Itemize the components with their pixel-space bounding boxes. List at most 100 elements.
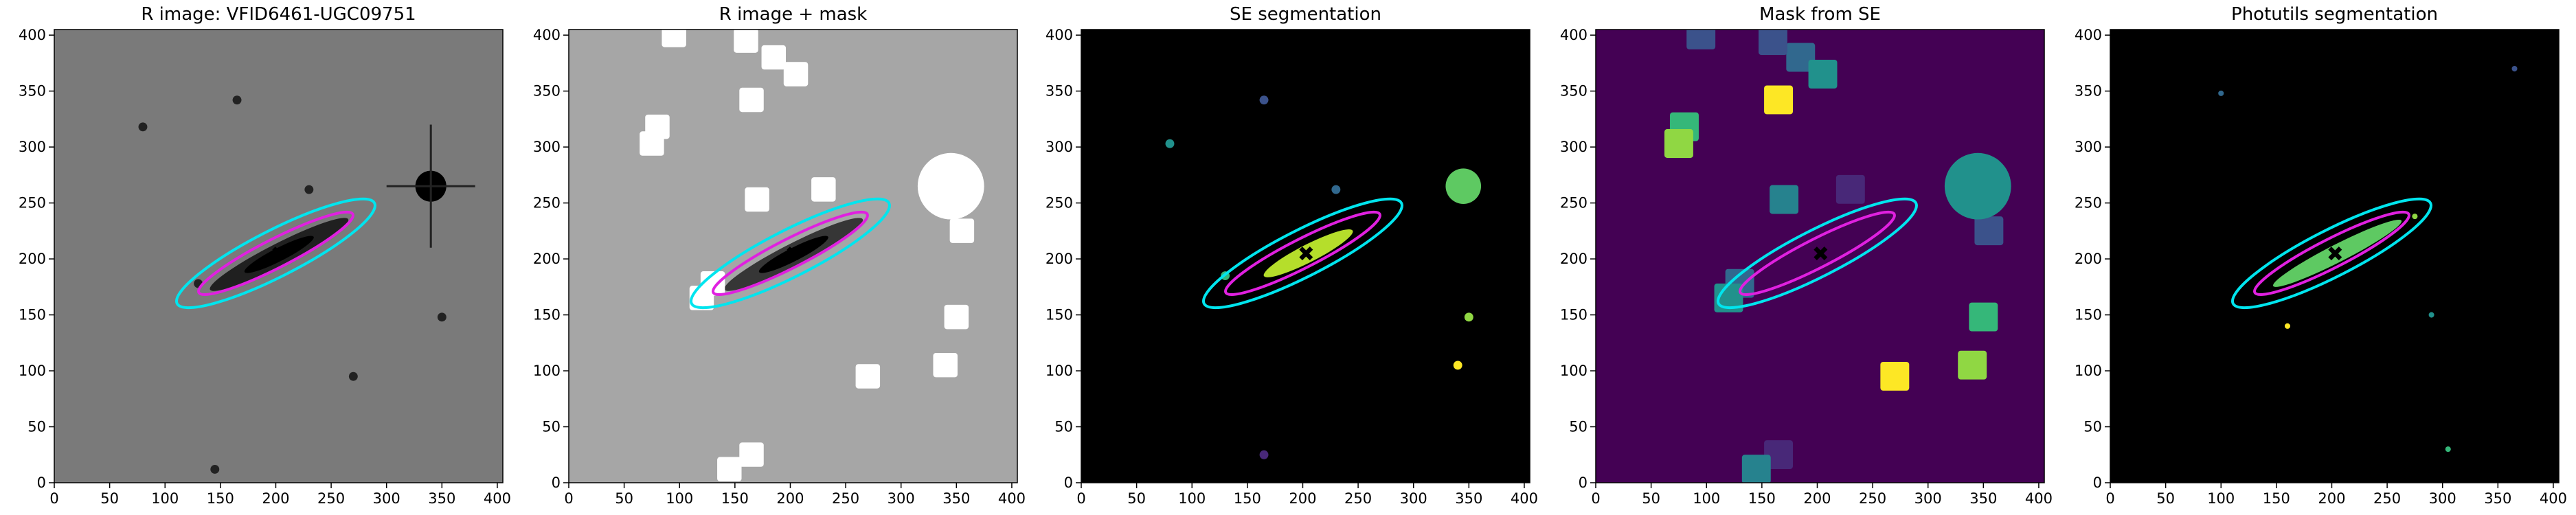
segment <box>2218 90 2224 96</box>
x-tick-label: 100 <box>1693 490 1720 507</box>
segment <box>2428 312 2434 318</box>
y-tick-label: 50 <box>2083 419 2102 435</box>
y-tick-label: 250 <box>19 195 46 211</box>
segment <box>2445 446 2451 453</box>
image-area: ✖ <box>569 30 1017 483</box>
mask <box>1974 216 2004 246</box>
x-tick-label: 350 <box>1969 490 1997 507</box>
y-tick-label: 350 <box>19 83 46 100</box>
source <box>304 185 314 194</box>
source <box>138 122 148 132</box>
mask <box>1786 43 1816 72</box>
source <box>348 371 358 381</box>
y-tick-label: 100 <box>533 363 561 379</box>
x-tick-label: 50 <box>2156 490 2175 507</box>
panel: ✖ R image + mask 0 50 100 150 200 250 300 350 400 0… <box>533 4 1026 507</box>
axes-frame <box>54 29 504 483</box>
x-tick-label: 150 <box>1234 490 1261 507</box>
x-tick-label: 200 <box>262 490 289 507</box>
center-marker: ✖ <box>785 242 802 266</box>
x-tick-label: 350 <box>2484 490 2511 507</box>
x-tick-label: 100 <box>1178 490 1206 507</box>
mask <box>717 457 742 481</box>
ellipse-mid <box>197 210 354 296</box>
panel: ✖ Photutils segmentation 0 50 100 150 200 250 30… <box>2075 4 2567 507</box>
x-tick-label: 400 <box>998 490 1026 507</box>
y-tick-label: 400 <box>533 27 561 43</box>
axes-frame <box>1595 29 2045 483</box>
x-tick-label: 0 <box>2105 490 2114 507</box>
mask <box>917 152 984 220</box>
image-area: ✖ <box>2110 30 2559 483</box>
ellipse-outer <box>689 197 891 310</box>
x-tick-label: 150 <box>207 490 234 507</box>
x-tick-label: 0 <box>564 490 573 507</box>
mask <box>662 30 686 47</box>
mask <box>1808 60 1838 89</box>
y-tick-label: 200 <box>1560 251 1588 267</box>
x-tick-label: 250 <box>2373 490 2401 507</box>
segment <box>1259 450 1269 459</box>
y-tick-label: 350 <box>533 83 561 100</box>
x-tick-label: 0 <box>1591 490 1600 507</box>
y-tick-label: 300 <box>1560 139 1588 155</box>
segment <box>2284 323 2291 329</box>
ellipse-outer <box>1201 197 1403 310</box>
y-tick-label: 50 <box>1054 419 1073 435</box>
y-tick-label: 200 <box>2075 251 2102 267</box>
y-tick-label: 0 <box>552 474 561 491</box>
mask <box>1664 129 1693 158</box>
x-tick-label: 50 <box>100 490 119 507</box>
x-tick-label: 350 <box>1455 490 1482 507</box>
image-area: ✖ <box>1081 30 1530 483</box>
y-tick-label: 150 <box>1560 307 1588 323</box>
mask <box>855 364 881 389</box>
ellipse-mid <box>712 210 869 296</box>
mask <box>739 87 764 113</box>
x-tick-label: 150 <box>721 490 749 507</box>
y-tick-label: 250 <box>2075 195 2102 211</box>
y-tick-label: 350 <box>1560 83 1588 100</box>
mask <box>1759 30 1787 56</box>
segment <box>1445 168 1482 204</box>
segment <box>1453 360 1462 370</box>
y-tick-label: 200 <box>533 251 561 267</box>
y-tick-label: 0 <box>1064 474 1073 491</box>
x-tick-label: 350 <box>942 490 970 507</box>
mask <box>1835 174 1865 204</box>
y-tick-label: 200 <box>19 251 46 267</box>
mask <box>949 218 975 243</box>
x-tick-label: 200 <box>1289 490 1316 507</box>
segment <box>1165 139 1175 148</box>
x-tick-label: 100 <box>151 490 179 507</box>
x-tick-label: 250 <box>317 490 345 507</box>
x-tick-label: 0 <box>1076 490 1085 507</box>
ellipse-mid <box>1224 210 1381 296</box>
y-tick-label: 400 <box>2075 27 2102 43</box>
mask <box>1764 85 1793 115</box>
x-tick-label: 300 <box>888 490 915 507</box>
ellipse-outer <box>2230 197 2432 310</box>
panel: ✖ SE segmentation 0 50 100 150 200 250 300 350 400… <box>1046 4 1538 507</box>
x-tick-label: 300 <box>1400 490 1427 507</box>
mask <box>1944 152 2011 220</box>
segment <box>2511 66 2518 72</box>
galaxy-core <box>244 236 314 273</box>
y-tick-label: 250 <box>533 195 561 211</box>
x-tick-label: 200 <box>776 490 804 507</box>
center-marker: ✖ <box>1298 242 1315 266</box>
segment <box>1263 229 1353 277</box>
y-tick-label: 250 <box>1560 195 1588 211</box>
x-tick-label: 50 <box>1642 490 1660 507</box>
x-tick-label: 400 <box>2540 490 2567 507</box>
center-marker: ✖ <box>271 242 288 266</box>
axes-frame <box>568 29 1018 483</box>
y-tick-label: 200 <box>1046 251 1073 267</box>
x-tick-label: 50 <box>1127 490 1146 507</box>
mask <box>640 131 664 156</box>
mask <box>811 177 836 202</box>
x-tick-label: 250 <box>832 490 859 507</box>
panel-title: R image: VFID6461-UGC09751 <box>141 4 416 25</box>
mask <box>1770 185 1799 214</box>
